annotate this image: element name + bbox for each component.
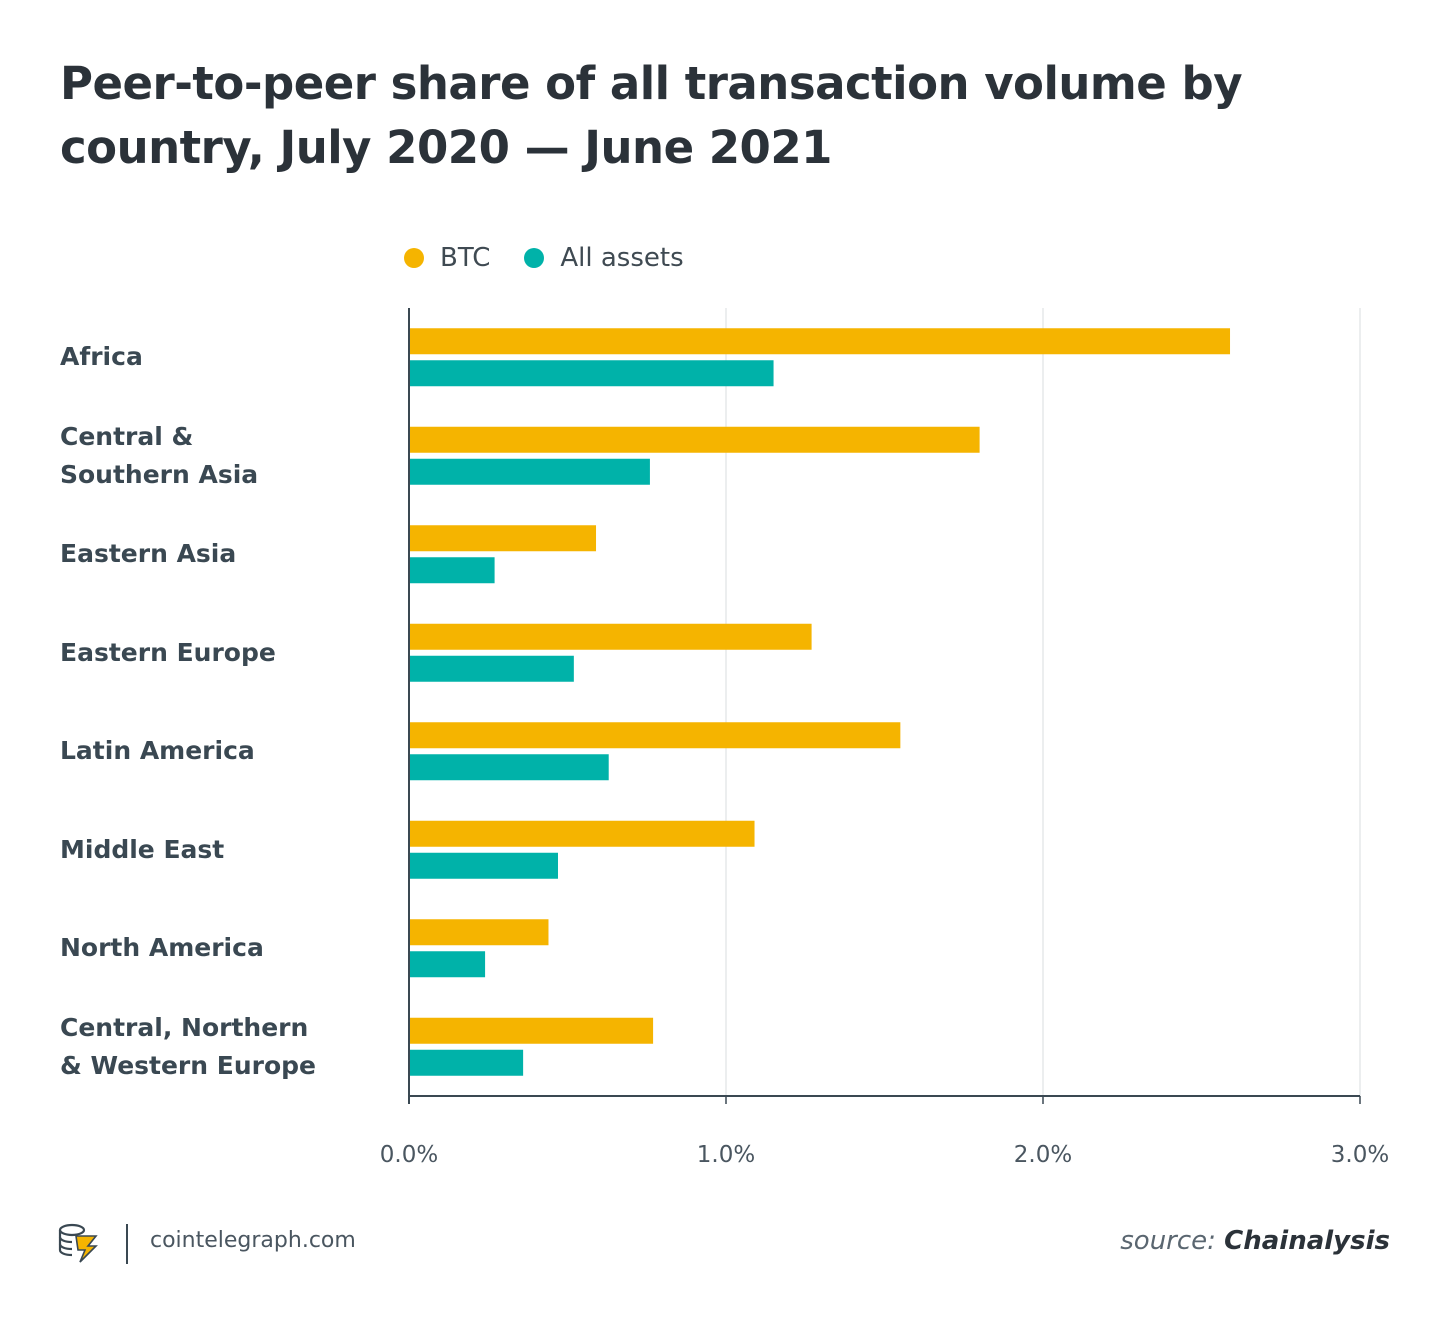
source-prefix: source: — [1120, 1226, 1216, 1256]
category-label-line: Eastern Asia — [60, 539, 237, 569]
category-label: Central, Northern & Western Europe — [60, 1009, 380, 1085]
bar-btc — [409, 328, 1231, 355]
footer-separator — [126, 1224, 128, 1264]
x-tick-label: 3.0% — [1331, 1142, 1389, 1168]
chart-legend: BTC All assets — [404, 240, 718, 276]
category-label-line: Central & — [60, 421, 194, 451]
cointelegraph-logo-icon — [58, 1223, 98, 1263]
category-label: Eastern Europe — [60, 634, 380, 672]
bar-btc — [409, 820, 755, 847]
category-label-line: Latin America — [60, 736, 255, 766]
bar-btc — [409, 623, 812, 650]
category-label-line: Eastern Europe — [60, 637, 276, 667]
legend-item-btc: BTC — [404, 243, 490, 273]
x-tick-label: 1.0% — [697, 1142, 755, 1168]
bar-all-assets — [409, 1049, 524, 1076]
legend-label-btc: BTC — [440, 243, 491, 273]
footer-source: source: Chainalysis — [1120, 1226, 1390, 1256]
legend-label-all-assets: All assets — [560, 243, 684, 273]
x-tick-label: 2.0% — [1014, 1142, 1072, 1168]
category-label: Latin America — [60, 732, 380, 770]
bar-all-assets — [409, 951, 486, 978]
category-label: North America — [60, 929, 380, 967]
bar-all-assets — [409, 655, 574, 682]
bar-btc — [409, 426, 980, 453]
category-label: Central & Southern Asia — [60, 418, 380, 494]
footer-site: cointelegraph.com — [150, 1228, 356, 1253]
bar-btc — [409, 919, 549, 946]
category-label-line: North America — [60, 933, 264, 963]
x-tick-label: 0.0% — [380, 1142, 438, 1168]
legend-item-all-assets: All assets — [524, 243, 684, 273]
bar-btc — [409, 722, 901, 749]
legend-dot-btc — [404, 248, 424, 268]
category-label: Middle East — [60, 831, 380, 869]
legend-dot-all-assets — [524, 248, 545, 268]
bar-all-assets — [409, 360, 774, 387]
source-name: Chainalysis — [1224, 1226, 1390, 1256]
category-label-line: Africa — [60, 342, 143, 372]
category-label: Africa — [60, 338, 380, 376]
category-label-line: & Western Europe — [60, 1050, 316, 1080]
bar-btc — [409, 1017, 654, 1044]
bar-all-assets — [409, 557, 495, 584]
category-label: Eastern Asia — [60, 535, 380, 573]
chart-title: Peer-to-peer share of all transaction vo… — [60, 57, 1243, 174]
bar-chart: 0.0% 1.0% 2.0% 3.0% — [380, 308, 1389, 1168]
category-label-line: Central, Northern — [60, 1012, 309, 1042]
category-label-line: Middle East — [60, 834, 225, 864]
bar-all-assets — [409, 458, 650, 485]
bar-all-assets — [409, 754, 609, 781]
category-label-line: Southern Asia — [60, 459, 259, 489]
bar-btc — [409, 525, 597, 552]
bar-all-assets — [409, 852, 558, 879]
